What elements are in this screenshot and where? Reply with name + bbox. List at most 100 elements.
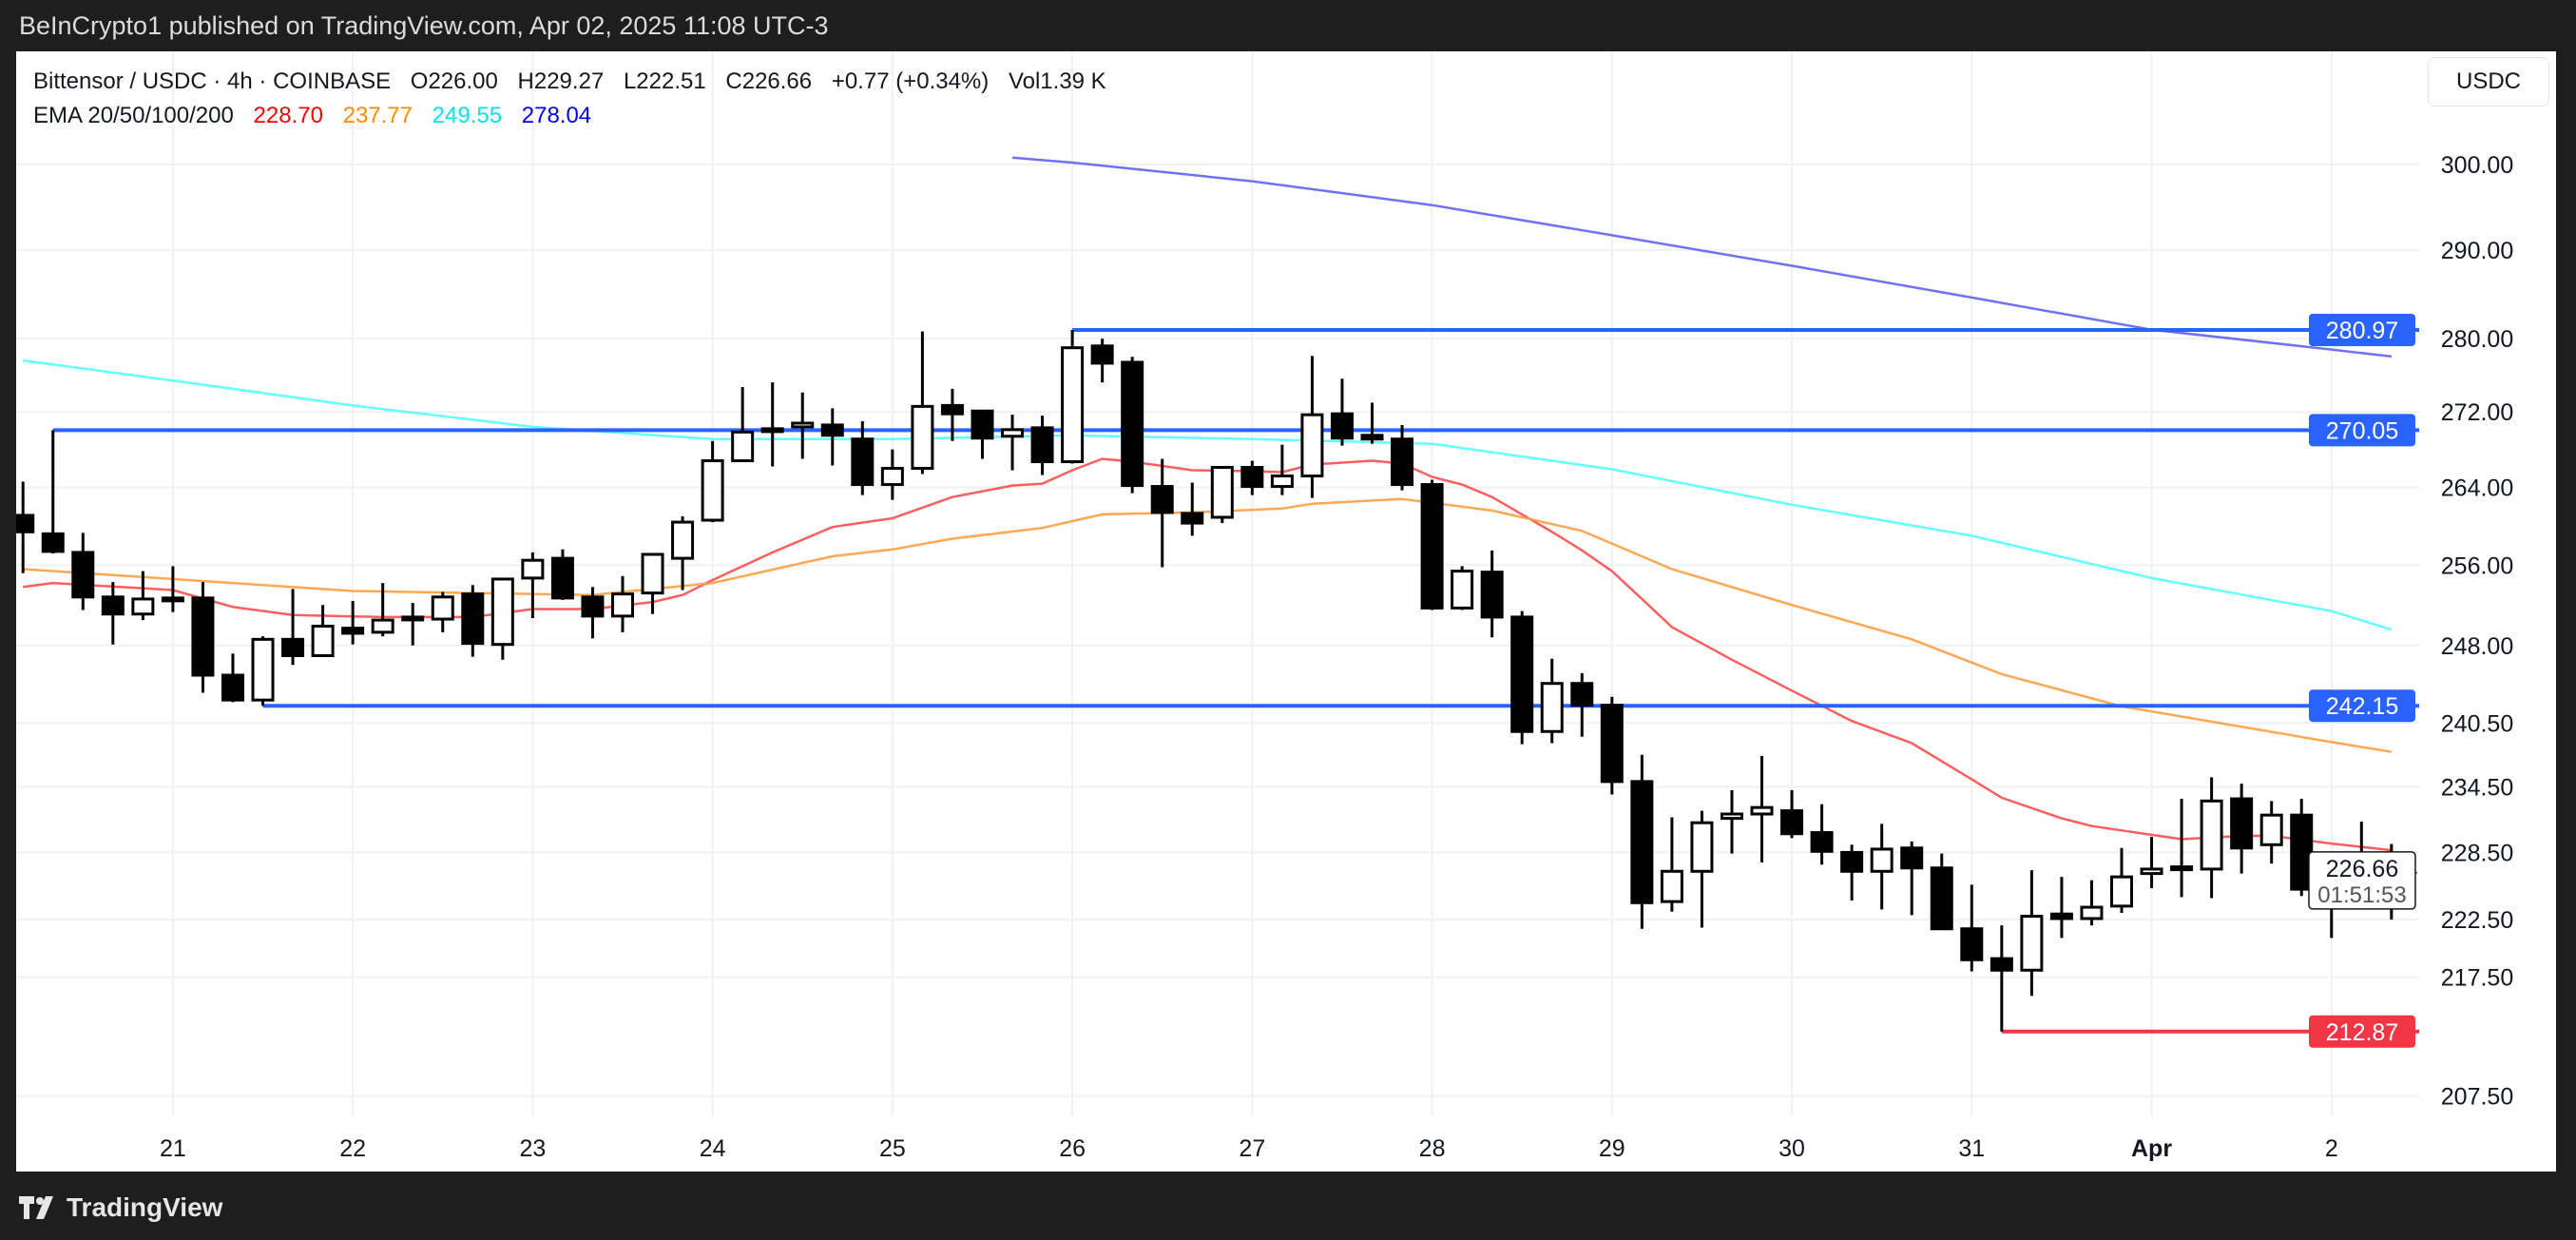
- level-price-label: 280.97: [2326, 318, 2398, 344]
- publisher-bar: BeInCrypto1 published on TradingView.com…: [0, 0, 2576, 51]
- candle-up: [2020, 915, 2044, 972]
- candle-up: [1061, 346, 1085, 464]
- candle-up: [671, 520, 695, 560]
- candle-up: [251, 637, 275, 702]
- candle-down: [1240, 466, 1264, 489]
- x-tick-label: 25: [879, 1135, 906, 1162]
- candle-down: [461, 592, 485, 646]
- candle-up: [911, 404, 934, 471]
- x-tick-label: 31: [1958, 1135, 1985, 1162]
- x-tick-label: 23: [519, 1135, 546, 1162]
- candle-down: [1600, 704, 1624, 784]
- candle-up: [1451, 570, 1474, 610]
- ema50-value: 237.77: [342, 103, 413, 128]
- ema-indicator-title[interactable]: EMA 20/50/100/200: [33, 103, 234, 128]
- ema100-value: 249.55: [432, 103, 503, 128]
- x-tick-label: 26: [1059, 1135, 1086, 1162]
- candle-down: [281, 637, 305, 657]
- candle-down: [1150, 485, 1174, 514]
- x-tick-label: 30: [1778, 1135, 1805, 1162]
- x-tick-label: 28: [1419, 1135, 1446, 1162]
- candle-up: [131, 597, 155, 616]
- candle-up: [1750, 805, 1774, 816]
- price-change: +0.77 (+0.34%): [831, 68, 990, 94]
- level-price-label: 270.05: [2326, 417, 2398, 444]
- x-tick-label: 2: [2325, 1135, 2338, 1162]
- ohlc-open: O226.00: [410, 68, 498, 94]
- candle-down: [161, 596, 184, 603]
- candle-down: [1900, 846, 1924, 870]
- y-tick-label: 222.50: [2441, 907, 2513, 934]
- ohlc-close: C226.66: [725, 68, 813, 94]
- candle-down: [1570, 682, 1594, 707]
- candle-up: [2170, 865, 2194, 872]
- y-tick-label: 290.00: [2441, 238, 2513, 264]
- candle-down: [41, 532, 65, 553]
- candle-up: [2080, 905, 2104, 920]
- candle-up: [1690, 821, 1714, 873]
- candle-down: [1810, 831, 1834, 853]
- ema-line-ema100: [23, 358, 2393, 631]
- x-tick-label: 21: [160, 1135, 186, 1162]
- currency-unit-button[interactable]: USDC: [2428, 57, 2549, 107]
- level-price-label-box: [2309, 1015, 2415, 1048]
- candle-down: [1990, 957, 2013, 972]
- last-price-label: 226.66: [2326, 856, 2398, 882]
- candle-down: [820, 423, 844, 437]
- candle-up: [791, 421, 815, 429]
- candle-up: [1001, 428, 1025, 438]
- level-price-label-box: [2309, 313, 2415, 346]
- candle-up: [880, 467, 904, 487]
- candle-down: [1960, 927, 1984, 961]
- level-price-label: 242.15: [2326, 693, 2398, 720]
- candle-up: [401, 615, 425, 622]
- y-tick-label: 280.00: [2441, 326, 2513, 353]
- brand-bar: TradingView: [0, 1172, 2576, 1240]
- price-axis: [2419, 51, 2556, 1172]
- ema-legend-row: EMA 20/50/100/200 228.70 237.77 249.55 2…: [33, 99, 1120, 133]
- x-tick-label: 27: [1239, 1135, 1265, 1162]
- candle-down: [1391, 437, 1414, 487]
- symbol-legend-row: Bittensor / USDC · 4h · COINBASE O226.00…: [33, 65, 1120, 99]
- candle-down: [851, 437, 875, 487]
- candle-down: [2049, 912, 2073, 920]
- candle-down: [1510, 615, 1534, 733]
- ohlc-low: L222.51: [623, 68, 706, 94]
- candle-up: [1270, 475, 1294, 489]
- x-tick-label: Apr: [2131, 1135, 2172, 1162]
- level-price-label-box: [2309, 689, 2415, 723]
- candle-down: [1480, 571, 1504, 619]
- candle-down: [1181, 512, 1204, 525]
- y-tick-label: 264.00: [2441, 475, 2513, 502]
- chart-panel[interactable]: 21 22 23 24 25 26 27 28 29 30 31 Apr 2 300.00 290.00 28…: [16, 51, 2556, 1172]
- tradingview-brand[interactable]: TradingView: [19, 1192, 222, 1223]
- y-tick-label: 248.00: [2441, 633, 2513, 660]
- candle-up: [701, 459, 724, 522]
- candle-up: [731, 430, 755, 463]
- last-price-label-box: [2308, 851, 2416, 910]
- candle-down: [1090, 344, 1114, 365]
- x-tick-label: 24: [700, 1135, 726, 1162]
- ohlc-high: H229.27: [517, 68, 605, 94]
- candle-up: [2140, 867, 2163, 876]
- symbol-title[interactable]: Bittensor / USDC · 4h · COINBASE: [33, 68, 392, 94]
- y-tick-label: 300.00: [2441, 152, 2513, 179]
- y-tick-label: 217.50: [2441, 965, 2513, 992]
- candle-up: [311, 624, 335, 657]
- candle-down: [71, 551, 95, 599]
- candle-down: [221, 673, 244, 702]
- y-tick-label: 207.50: [2441, 1084, 2513, 1111]
- brand-name: TradingView: [67, 1192, 223, 1222]
- candle-down: [1930, 866, 1953, 931]
- candle-up: [2259, 813, 2283, 846]
- candle-down: [1420, 483, 1444, 610]
- ema-line-ema200: [1011, 156, 2393, 358]
- candle-up: [371, 618, 394, 634]
- candle-up: [641, 552, 664, 595]
- ema20-value: 228.70: [253, 103, 323, 128]
- candle-up: [490, 577, 514, 647]
- candle-up: [1210, 466, 1234, 519]
- price-chart[interactable]: 21 22 23 24 25 26 27 28 29 30 31 Apr 2 300.00 290.00 28…: [16, 51, 2556, 1172]
- candle-down: [2230, 797, 2254, 850]
- candle-up: [431, 595, 454, 621]
